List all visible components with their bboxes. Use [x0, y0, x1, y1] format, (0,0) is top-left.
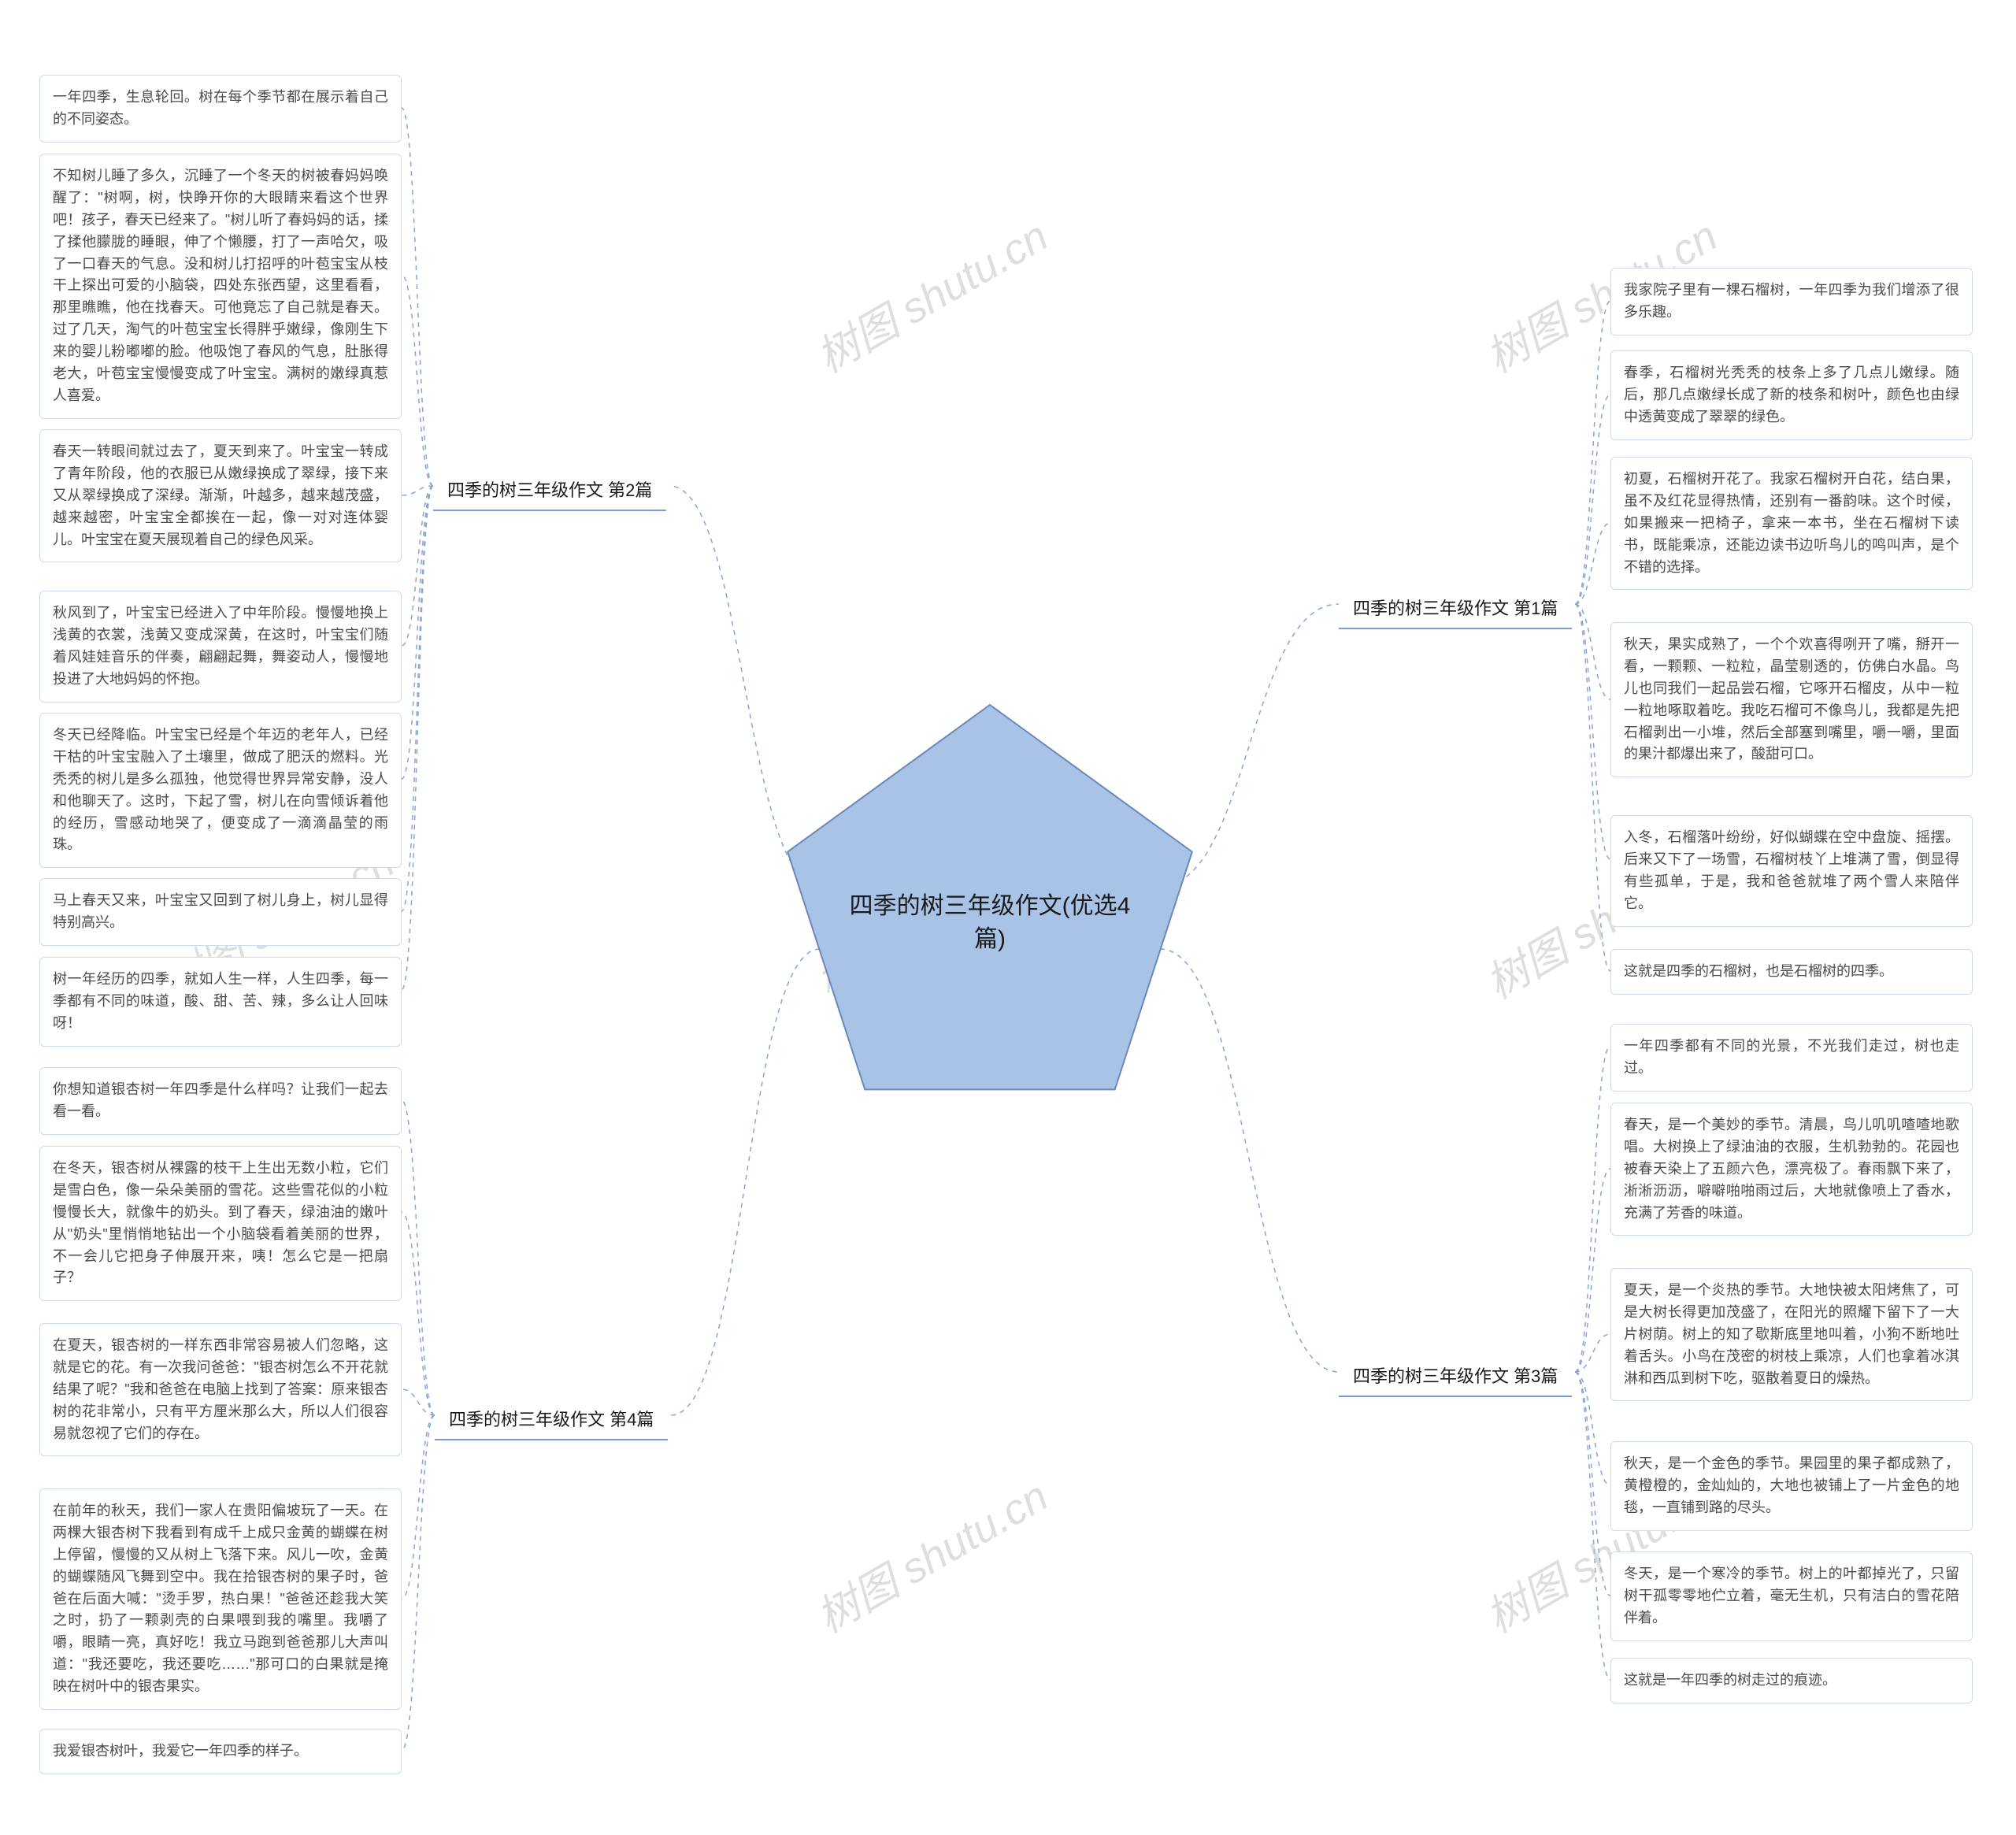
- leaf-node: 一年四季，生息轮回。树在每个季节都在展示着自己的不同姿态。: [39, 75, 402, 143]
- watermark-text: 树图 shutu.cn: [803, 202, 1058, 384]
- leaf-node: 这就是一年四季的树走过的痕迹。: [1610, 1658, 1973, 1703]
- leaf-node: 秋天，是一个金色的季节。果园里的果子都成熟了，黄橙橙的，金灿灿的，大地也被铺上了…: [1610, 1441, 1973, 1531]
- leaf-node: 你想知道银杏树一年四季是什么样吗？让我们一起去看一看。: [39, 1067, 402, 1135]
- watermark-text: 树图 shutu.cn: [803, 1462, 1058, 1644]
- leaf-node: 树一年经历的四季，就如人生一样，人生四季，每一季都有不同的味道，酸、甜、苦、辣，…: [39, 957, 402, 1047]
- leaf-node: 入冬，石榴落叶纷纷，好似蝴蝶在空中盘旋、摇摆。后来又下了一场雪，石榴树枝丫上堆满…: [1610, 815, 1973, 927]
- leaf-node: 不知树儿睡了多久，沉睡了一个冬天的树被春妈妈唤醒了："树啊，树，快睁开你的大眼睛…: [39, 154, 402, 419]
- branch-label: 四季的树三年级作文 第4篇: [435, 1398, 668, 1440]
- leaf-node: 春季，石榴树光秃秃的枝条上多了几点儿嫩绿。随后，那几点嫩绿长成了新的枝条和树叶，…: [1610, 350, 1973, 440]
- leaf-node: 在前年的秋天，我们一家人在贵阳偏坡玩了一天。在两棵大银杏树下我看到有成千上成只金…: [39, 1488, 402, 1710]
- leaf-node: 一年四季都有不同的光景，不光我们走过，树也走过。: [1610, 1024, 1973, 1092]
- leaf-node: 我家院子里有一棵石榴树，一年四季为我们增添了很多乐趣。: [1610, 268, 1973, 335]
- leaf-node: 冬天，是一个寒冷的季节。树上的叶都掉光了，只留树干孤零零地伫立着，毫无生机，只有…: [1610, 1551, 1973, 1641]
- leaf-node: 秋风到了，叶宝宝已经进入了中年阶段。慢慢地换上浅黄的衣裳，浅黄又变成深黄，在这时…: [39, 591, 402, 702]
- leaf-node: 在夏天，银杏树的一样东西非常容易被人们忽略，这就是它的花。有一次我问爸爸："银杏…: [39, 1323, 402, 1456]
- branch-label: 四季的树三年级作文 第1篇: [1339, 587, 1572, 629]
- branch-label: 四季的树三年级作文 第3篇: [1339, 1355, 1572, 1397]
- leaf-node: 初夏，石榴树开花了。我家石榴树开白花，结白果，虽不及红花显得热情，还别有一番韵味…: [1610, 457, 1973, 590]
- leaf-node: 马上春天又来，叶宝宝又回到了树儿身上，树儿显得特别高兴。: [39, 878, 402, 946]
- leaf-node: 春天，是一个美妙的季节。清晨，鸟儿叽叽喳喳地歌唱。大树换上了绿油油的衣服，生机勃…: [1610, 1103, 1973, 1236]
- branch-label: 四季的树三年级作文 第2篇: [433, 469, 666, 511]
- center-title: 四季的树三年级作文(优选4篇): [848, 890, 1132, 956]
- leaf-node: 秋天，果实成熟了，一个个欢喜得咧开了嘴，掰开一看，一颗颗、一粒粒，晶莹剔透的，仿…: [1610, 622, 1973, 777]
- leaf-node: 在冬天，银杏树从裸露的枝干上生出无数小粒，它们是雪白色，像一朵朵美丽的雪花。这些…: [39, 1146, 402, 1301]
- leaf-node: 冬天已经降临。叶宝宝已经是个年迈的老年人，已经干枯的叶宝宝融入了土壤里，做成了肥…: [39, 713, 402, 868]
- leaf-node: 我爱银杏树叶，我爱它一年四季的样子。: [39, 1729, 402, 1774]
- leaf-node: 夏天，是一个炎热的季节。大地快被太阳烤焦了，可是大树长得更加茂盛了，在阳光的照耀…: [1610, 1268, 1973, 1401]
- leaf-node: 这就是四季的石榴树，也是石榴树的四季。: [1610, 949, 1973, 995]
- leaf-node: 春天一转眼间就过去了，夏天到来了。叶宝宝一转成了青年阶段，他的衣服已从嫩绿换成了…: [39, 429, 402, 562]
